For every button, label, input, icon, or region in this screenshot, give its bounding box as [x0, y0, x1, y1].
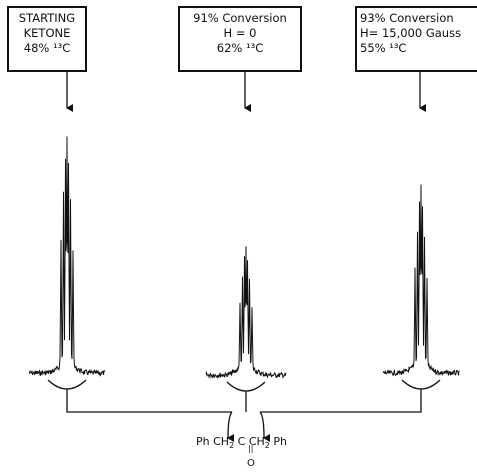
- spectrum-starting-ketone: [28, 136, 106, 377]
- methylene-right: CH: [248, 435, 265, 448]
- carbonyl-oxygen: O: [247, 458, 255, 469]
- arrow-to-product-right: [259, 411, 271, 442]
- box-line: 55% ¹³C: [360, 41, 407, 55]
- double-bond: ||: [248, 444, 254, 453]
- spectrum-high-field: [382, 184, 460, 377]
- subscript-right: 2: [264, 441, 270, 450]
- box-line: STARTING: [18, 11, 76, 25]
- box-line: 93% Conversion: [360, 11, 454, 25]
- connector-right: [260, 389, 422, 413]
- box-line: KETONE: [23, 26, 71, 40]
- arrow-to-product-left: [227, 411, 235, 443]
- bracket-1: [47, 379, 87, 390]
- box-line: H= 15,000 Gauss: [360, 26, 462, 40]
- bracket-2: [226, 381, 266, 392]
- box-line: 62% ¹³C: [216, 41, 264, 55]
- carbonyl-carbon: C: [237, 435, 246, 448]
- high-field-box: 93% Conversion H= 15,000 Gauss 55% ¹³C: [355, 6, 477, 72]
- spectrum-zero-field: [205, 246, 287, 380]
- box-line: 91% Conversion: [193, 11, 287, 25]
- connector-left: [66, 389, 232, 413]
- methylene-left: CH: [213, 435, 230, 448]
- phenyl-left: Ph: [196, 435, 210, 448]
- subscript-left: 2: [229, 441, 235, 450]
- zero-field-box: 91% Conversion H = 0 62% ¹³C: [178, 6, 302, 72]
- box-line: H = 0: [223, 26, 257, 40]
- bracket-3: [401, 379, 441, 390]
- phenyl-right: Ph: [273, 435, 287, 448]
- box-line: 48% ¹³C: [23, 41, 71, 55]
- starting-ketone-box: STARTING KETONE 48% ¹³C: [7, 6, 87, 72]
